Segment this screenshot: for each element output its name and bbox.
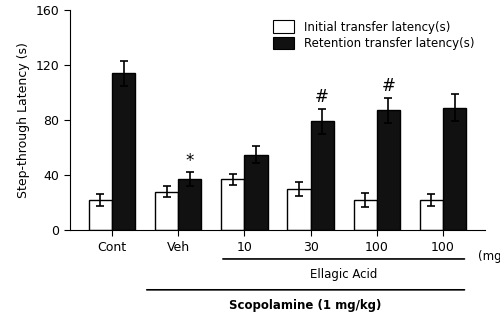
Text: (mg/kg): (mg/kg) bbox=[478, 250, 500, 263]
Text: Ellagic Acid: Ellagic Acid bbox=[310, 268, 378, 281]
Text: Scopolamine (1 mg/kg): Scopolamine (1 mg/kg) bbox=[230, 299, 382, 312]
Text: #: # bbox=[315, 88, 329, 106]
Text: #: # bbox=[382, 77, 396, 95]
Bar bbox=[89, 200, 112, 230]
Bar bbox=[443, 108, 466, 230]
Bar bbox=[288, 189, 310, 230]
Bar bbox=[310, 121, 334, 230]
Bar bbox=[155, 192, 178, 230]
Text: *: * bbox=[186, 152, 194, 170]
Legend: Initial transfer latency(s), Retention transfer latency(s): Initial transfer latency(s), Retention t… bbox=[268, 16, 479, 55]
Bar bbox=[221, 179, 244, 230]
Bar bbox=[112, 73, 135, 230]
Bar bbox=[178, 179, 202, 230]
Bar bbox=[354, 200, 377, 230]
Bar bbox=[420, 200, 443, 230]
Bar bbox=[377, 111, 400, 230]
Y-axis label: Step-through Latency (s): Step-through Latency (s) bbox=[18, 42, 30, 198]
Bar bbox=[244, 155, 268, 230]
